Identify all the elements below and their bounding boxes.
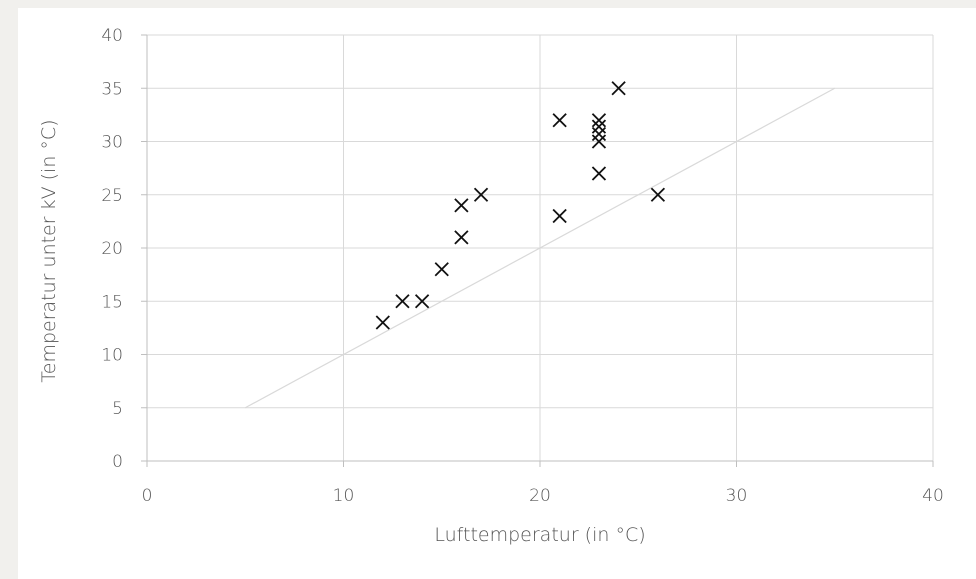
axes: [141, 34, 934, 467]
x-axis-title: Lufttemperatur (in °C): [434, 524, 645, 546]
y-axis-title: Temperatur unter kV (in °C): [38, 119, 60, 382]
data-point: [454, 198, 469, 213]
data-point-stroke: [434, 262, 449, 277]
data-point-stroke: [552, 208, 567, 224]
data-point: [434, 262, 449, 277]
data-point-stroke: [375, 315, 390, 330]
gridlines: [147, 34, 934, 461]
data-point-stroke: [454, 198, 469, 213]
x-tick-label: 20: [529, 486, 551, 506]
x-tick-label: 40: [922, 486, 944, 506]
data-point-stroke: [611, 81, 626, 96]
data-point-stroke: [454, 230, 469, 245]
x-tick-label: 10: [333, 486, 355, 506]
data-point: [454, 230, 469, 245]
data-point-stroke: [591, 166, 607, 181]
data-point: [552, 208, 567, 224]
data-points: [375, 81, 666, 330]
data-point: [414, 294, 430, 309]
scatter-chart: 0 5 10 15 20 25 30 35 40 0 10 20 30 40 Lufttemperatur…: [38, 26, 944, 546]
data-point-stroke: [591, 119, 607, 134]
reference-line: [244, 87, 836, 409]
y-tick-label: 40: [101, 26, 123, 46]
x-tick-label: 0: [142, 486, 153, 506]
data-point: [591, 113, 607, 128]
data-point: [591, 119, 607, 134]
data-point-stroke: [552, 113, 567, 128]
y-tick-label: 10: [101, 346, 123, 366]
data-point-stroke: [650, 187, 666, 202]
y-tick-label: 0: [112, 452, 123, 472]
data-point: [591, 126, 607, 142]
y-tick-label: 30: [101, 133, 123, 153]
data-point: [591, 166, 607, 181]
data-point-stroke: [414, 294, 430, 309]
x-tick-label: 30: [726, 486, 748, 506]
data-point-stroke: [591, 113, 607, 128]
y-tick-label: 20: [101, 239, 123, 259]
y-tick-label: 5: [112, 399, 123, 419]
data-point-stroke: [395, 294, 410, 309]
data-point: [650, 187, 666, 202]
data-point-stroke: [473, 187, 489, 202]
y-tick-label: 15: [101, 292, 123, 312]
data-point: [473, 187, 489, 202]
chart-frame: 0 5 10 15 20 25 30 35 40 0 10 20 30 40 Lufttemperatur…: [18, 8, 976, 579]
tick-labels: 0 5 10 15 20 25 30 35 40 0 10 20 30 40: [101, 26, 943, 506]
data-point: [552, 113, 567, 128]
y-tick-label: 25: [101, 186, 123, 206]
data-point: [611, 81, 626, 96]
data-point: [395, 294, 410, 309]
y-tick-label: 35: [101, 79, 123, 99]
reference-line-layer: [244, 87, 836, 409]
data-point: [375, 315, 390, 330]
